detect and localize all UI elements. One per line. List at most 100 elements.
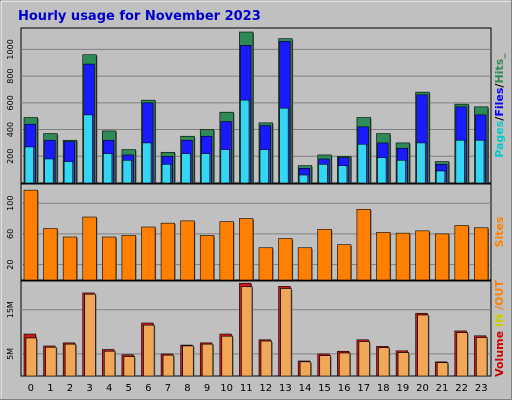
x-tick-label-hour-17: 17 (357, 383, 370, 394)
panel-3-legend-label: Volume IN /OUT (493, 280, 506, 377)
bar-sites-hour-1 (43, 228, 58, 281)
x-tick-label-hour-14: 14 (299, 383, 312, 394)
bar-sites-hour-3 (82, 216, 97, 281)
x-tick-label-hour-19: 19 (397, 383, 410, 394)
bar-pages-hour-0 (24, 146, 34, 184)
bar-sites-hour-9 (199, 235, 215, 281)
bar-sites-hour-4 (102, 236, 117, 281)
x-tick-label-hour-18: 18 (377, 383, 390, 394)
bar-pages-hour-7 (161, 163, 171, 184)
bar-pages-hour-19 (396, 159, 406, 184)
legend-part: Volume (493, 331, 506, 377)
bar-pages-hour-2 (63, 161, 74, 184)
bar-out-hour-12 (260, 340, 272, 377)
bar-pages-hour-18 (377, 157, 387, 184)
x-tick-label-hour-13: 13 (279, 383, 292, 394)
bar-out-hour-17 (358, 341, 370, 377)
bar-out-hour-11 (241, 286, 253, 377)
bar-pages-hour-13 (279, 107, 289, 184)
x-tick-label-hour-10: 10 (220, 383, 233, 394)
bar-out-hour-8 (182, 345, 194, 377)
bar-pages-hour-14 (298, 174, 309, 184)
bar-sites-hour-0 (23, 189, 38, 281)
bar-sites-hour-7 (160, 222, 175, 281)
legend-part: Pages (493, 120, 506, 158)
panel-2-plot-area (20, 183, 492, 281)
bar-pages-hour-16 (338, 165, 348, 184)
x-tick-label-hour-7: 7 (165, 383, 171, 394)
bar-out-hour-16 (339, 352, 351, 377)
x-tick-label-hour-3: 3 (86, 383, 92, 394)
bar-out-hour-7 (162, 354, 174, 377)
bar-sites-hour-22 (454, 225, 469, 281)
panel-2: 20 60 100 Sites (6, 183, 506, 281)
y-tick-label: 100 (6, 196, 15, 211)
bar-sites-hour-21 (434, 233, 450, 281)
y-tick-label: 1000 (6, 39, 15, 59)
legend-part: /OUT (493, 280, 506, 310)
x-tick-label-hour-0: 0 (28, 383, 34, 394)
bar-pages-hour-17 (357, 143, 367, 184)
bar-out-hour-19 (397, 352, 409, 377)
bar-pages-hour-10 (220, 149, 230, 184)
bar-out-hour-15 (319, 355, 331, 377)
bar-out-hour-6 (143, 324, 155, 377)
bar-sites-hour-11 (239, 218, 254, 281)
x-tick-label-hour-23: 23 (475, 383, 488, 394)
bar-sites-hour-18 (376, 232, 391, 281)
bar-sites-hour-2 (62, 236, 78, 281)
bar-sites-hour-12 (258, 247, 273, 281)
y-tick-label: 200 (6, 149, 15, 164)
panel-1-plot-area (20, 27, 492, 184)
bar-out-hour-9 (201, 343, 214, 377)
bar-sites-hour-15 (317, 229, 332, 281)
bar-pages-hour-11 (240, 99, 250, 184)
x-tick-label-hour-6: 6 (145, 383, 151, 394)
bar-out-hour-1 (45, 346, 57, 377)
bar-sites-hour-14 (297, 247, 313, 281)
legend-part: Sites (493, 216, 506, 247)
legend-part: / (493, 83, 506, 88)
bar-sites-hour-19 (395, 232, 410, 281)
bar-out-hour-22 (456, 332, 468, 377)
legend-part: IN (493, 314, 506, 327)
bar-sites-hour-5 (121, 235, 136, 281)
x-tick-label-hour-12: 12 (259, 383, 272, 394)
bar-pages-hour-9 (200, 153, 211, 184)
bar-out-hour-14 (299, 361, 312, 377)
x-tick-label-hour-21: 21 (436, 383, 449, 394)
bar-sites-hour-10 (219, 221, 234, 281)
bar-pages-hour-15 (318, 163, 328, 184)
panel-3-plot-area (20, 280, 492, 377)
x-tick-label-hour-15: 15 (318, 383, 331, 394)
bar-sites-hour-13 (278, 238, 293, 281)
panel-2-legend-label: Sites (493, 216, 506, 247)
y-tick-label: 20 (6, 260, 15, 270)
bar-sites-hour-17 (356, 209, 371, 281)
legend-part: Files (493, 87, 506, 117)
bar-out-hour-13 (280, 288, 292, 377)
bar-out-hour-0 (25, 337, 37, 377)
bar-pages-hour-23 (475, 139, 485, 184)
bar-out-hour-21 (436, 362, 449, 377)
y-tick-label: 600 (6, 95, 15, 110)
y-tick-label: 15M (6, 301, 15, 318)
bar-pages-hour-3 (83, 114, 93, 184)
bar-out-hour-18 (378, 347, 390, 377)
chart-title: Hourly usage for November 2023 (18, 9, 261, 24)
y-tick-label: 400 (6, 122, 15, 137)
bar-pages-hour-4 (103, 153, 113, 184)
panel-3: 5M 15M Volume IN /OUT (6, 280, 506, 377)
bar-out-hour-20 (417, 314, 429, 377)
bar-pages-hour-8 (181, 153, 191, 184)
bar-out-hour-3 (84, 293, 96, 377)
bar-out-hour-4 (104, 350, 116, 377)
x-tick-label-hour-9: 9 (204, 383, 210, 394)
bar-out-hour-23 (476, 337, 488, 377)
bar-pages-hour-22 (455, 139, 465, 184)
bar-sites-hour-16 (337, 244, 352, 281)
x-tick-label-hour-20: 20 (416, 383, 429, 394)
